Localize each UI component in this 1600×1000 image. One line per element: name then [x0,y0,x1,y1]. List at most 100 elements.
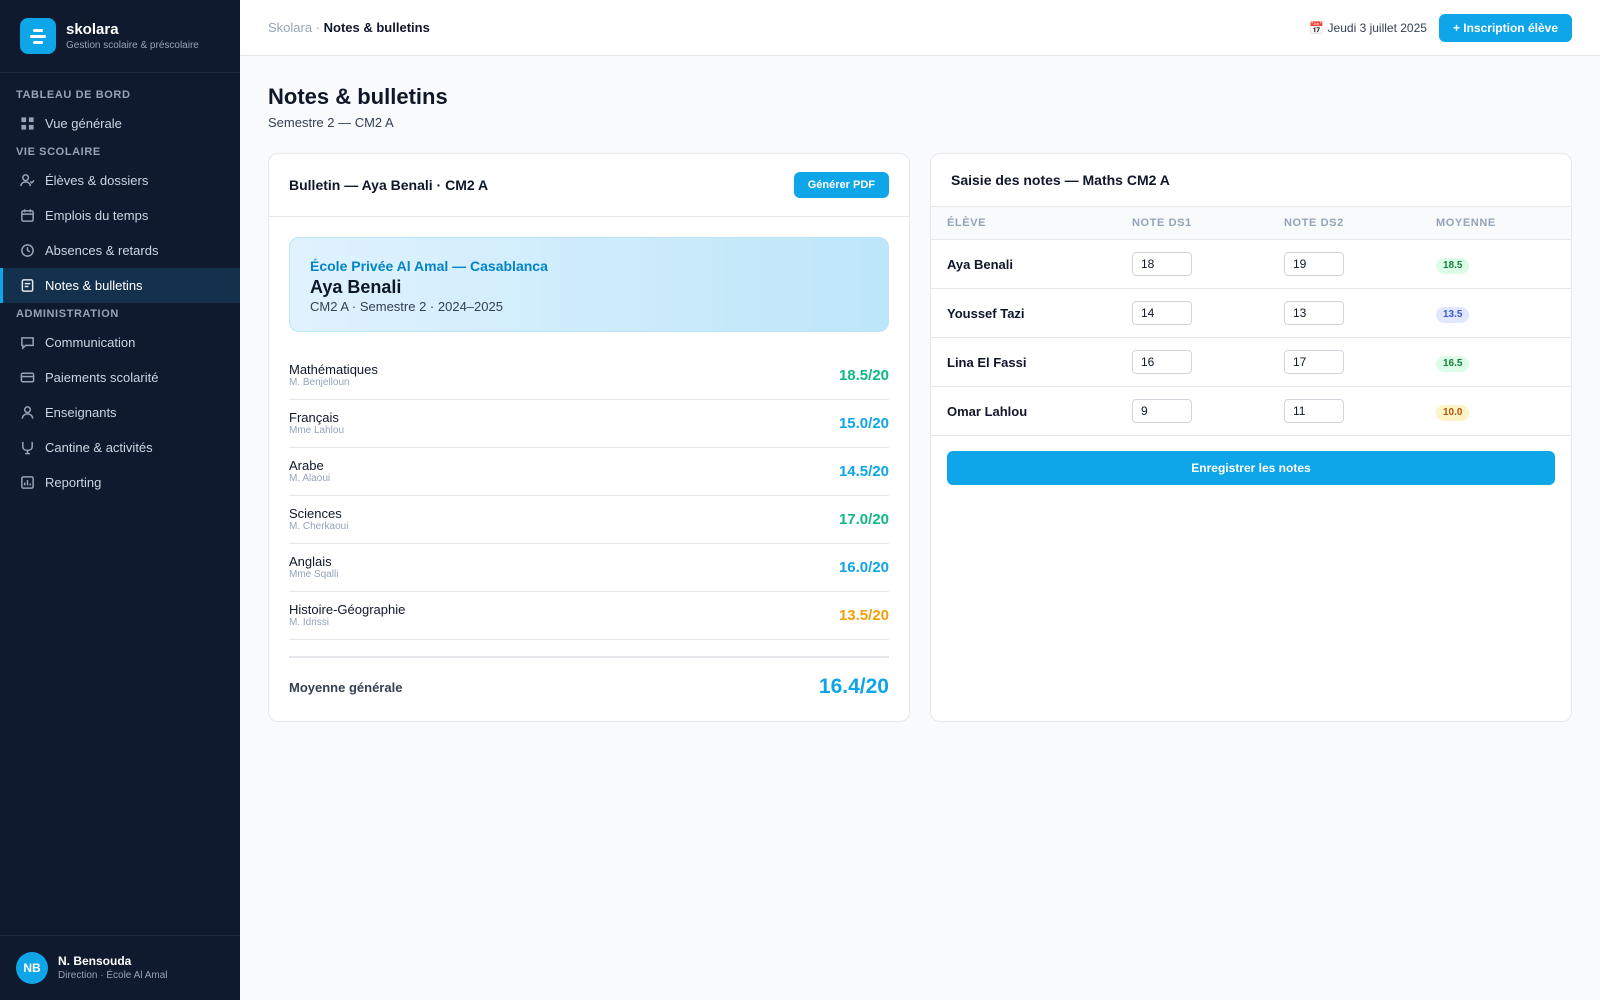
ds1-grade-input[interactable] [1132,350,1192,374]
sidebar-item-notes-bulletins[interactable]: Notes & bulletins [0,268,240,303]
subject-name: Histoire-Géographie [289,602,406,617]
column-header-ds1: NOTE DS1 [1132,217,1192,229]
subject-grade: 17.0/20 [838,511,889,528]
report-icon [21,279,34,292]
sidebar-item-absences[interactable]: Absences & retards [0,233,240,268]
main-content: Notes & bulletins Semestre 2 — CM2 A Bul… [268,56,1572,722]
subject-row: Histoire-Géographie M. Idrissi 13.5/20 [289,592,889,640]
user-name: N. Bensouda [58,954,132,968]
user-role: Direction · École Al Amal [58,970,168,981]
sidebar-item-label: Reporting [45,475,102,490]
breadcrumb-separator: · [312,20,324,35]
sidebar-item-enseignants[interactable]: Enseignants [0,395,240,430]
column-header-student: ÉLÈVE [947,217,987,229]
subject-teacher: Mme Sqalli [289,569,339,580]
ds2-grade-input[interactable] [1284,301,1344,325]
user-profile[interactable]: NB N. Bensouda Direction · École Al Amal [0,935,240,1000]
sidebar-item-paiements[interactable]: Paiements scolarité [0,360,240,395]
subject-grade: 18.5/20 [838,367,889,384]
column-header-ds2: NOTE DS2 [1284,217,1344,229]
sidebar-item-emplois-du-temps[interactable]: Emplois du temps [0,198,240,233]
average-badge: 13.5 [1436,306,1470,323]
clock-icon [21,244,34,257]
page-title: Notes & bulletins [268,84,448,109]
students-icon [20,174,35,187]
nav-section-vie-scolaire: VIE SCOLAIRE [16,146,101,158]
sidebar-item-eleves[interactable]: Élèves & dossiers [0,163,240,198]
sidebar-item-label: Emplois du temps [45,208,149,223]
topbar: Skolara · Notes & bulletins 📅 Jeudi 3 ju… [240,0,1600,56]
subject-teacher: M. Benjelloun [289,377,350,388]
nav-section-administration: ADMINISTRATION [16,308,119,320]
sidebar-item-vue-generale[interactable]: Vue générale [0,106,240,141]
ds1-grade-input[interactable] [1132,399,1192,423]
card-icon [20,372,35,383]
sidebar-item-label: Notes & bulletins [45,278,143,293]
enroll-student-button[interactable]: + Inscription élève [1438,13,1572,42]
student-name: Aya Benali [310,277,402,297]
general-average-value: 16.4/20 [818,675,889,698]
table-row: Lina El Fassi 16.5 [931,338,1571,387]
grading-title: Saisie des notes — Maths CM2 A [951,172,1170,188]
subject-grade: 13.5/20 [838,607,889,624]
nav-section-tableau-de-bord: TABLEAU DE BORD [16,89,131,101]
general-average-label: Moyenne générale [289,679,403,695]
calendar-icon [21,209,34,222]
sidebar-item-label: Communication [45,335,136,350]
table-row: Omar Lahlou 10.0 [931,387,1571,436]
brand[interactable]: skolara Gestion scolaire & préscolaire [0,0,240,73]
table-row: Youssef Tazi 13.5 [931,289,1571,338]
subject-name: Anglais [289,554,332,569]
sidebar-item-label: Vue générale [45,116,122,131]
subject-teacher: M. Cherkaoui [289,521,349,532]
generate-pdf-button[interactable]: Générer PDF [793,172,889,198]
student-name-cell: Aya Benali [947,256,1013,272]
sidebar-item-label: Absences & retards [45,243,159,258]
chart-icon [21,476,34,489]
average-badge: 18.5 [1436,257,1470,274]
table-row: Aya Benali 18.5 [931,240,1571,289]
skolara-logo-icon [20,18,56,54]
table-header: ÉLÈVE NOTE DS1 NOTE DS2 MOYENNE [931,207,1571,240]
student-banner: École Privée Al Amal — Casablanca Aya Be… [289,237,889,332]
grade-table-body: Aya Benali 18.5 Youssef Tazi 13.5 Lina El Fa… [931,240,1571,436]
subject-row: Arabe M. Alaoui 14.5/20 [289,448,889,496]
subject-list: Mathématiques M. Benjelloun 18.5/20 Françai… [289,352,889,640]
bulletin-card: Bulletin — Aya Benali · CM2 A Générer PD… [268,153,910,722]
subject-row: Mathématiques M. Benjelloun 18.5/20 [289,352,889,400]
subject-name: Sciences [289,506,342,521]
student-meta: CM2 A · Semestre 2 · 2024–2025 [310,299,503,314]
subject-grade: 15.0/20 [838,415,889,432]
ds2-grade-input[interactable] [1284,350,1344,374]
subject-grade: 14.5/20 [838,463,889,480]
subject-name: Mathématiques [289,362,378,377]
brand-name: skolara [66,20,119,38]
sidebar-item-label: Enseignants [45,405,117,420]
subject-row: Anglais Mme Sqalli 16.0/20 [289,544,889,592]
subject-teacher: Mme Lahlou [289,425,345,436]
sidebar-item-reporting[interactable]: Reporting [0,465,240,500]
column-header-average: MOYENNE [1436,217,1496,229]
ds2-grade-input[interactable] [1284,252,1344,276]
ds2-grade-input[interactable] [1284,399,1344,423]
current-date: 📅 Jeudi 3 juillet 2025 [1309,20,1427,35]
sidebar-item-label: Paiements scolarité [45,370,159,385]
save-grades-button[interactable]: Enregistrer les notes [947,451,1555,485]
breadcrumb-current: Notes & bulletins [323,20,430,35]
subject-row: Français Mme Lahlou 15.0/20 [289,400,889,448]
cantine-icon [22,441,33,455]
student-name-cell: Youssef Tazi [947,305,1025,321]
breadcrumb: Skolara · Notes & bulletins [268,20,430,35]
school-name: École Privée Al Amal — Casablanca [310,258,548,274]
ds1-grade-input[interactable] [1132,301,1192,325]
breadcrumb-root[interactable]: Skolara [268,20,313,35]
general-average: Moyenne générale 16.4/20 [289,656,889,716]
grading-card: Saisie des notes — Maths CM2 A ÉLÈVE NOT… [930,153,1572,722]
sidebar-item-communication[interactable]: Communication [0,325,240,360]
average-badge: 10.0 [1436,404,1470,421]
subject-teacher: M. Idrissi [289,617,329,628]
sidebar-item-cantine[interactable]: Cantine & activités [0,430,240,465]
grid-icon [21,117,34,130]
avatar: NB [16,952,48,984]
ds1-grade-input[interactable] [1132,252,1192,276]
